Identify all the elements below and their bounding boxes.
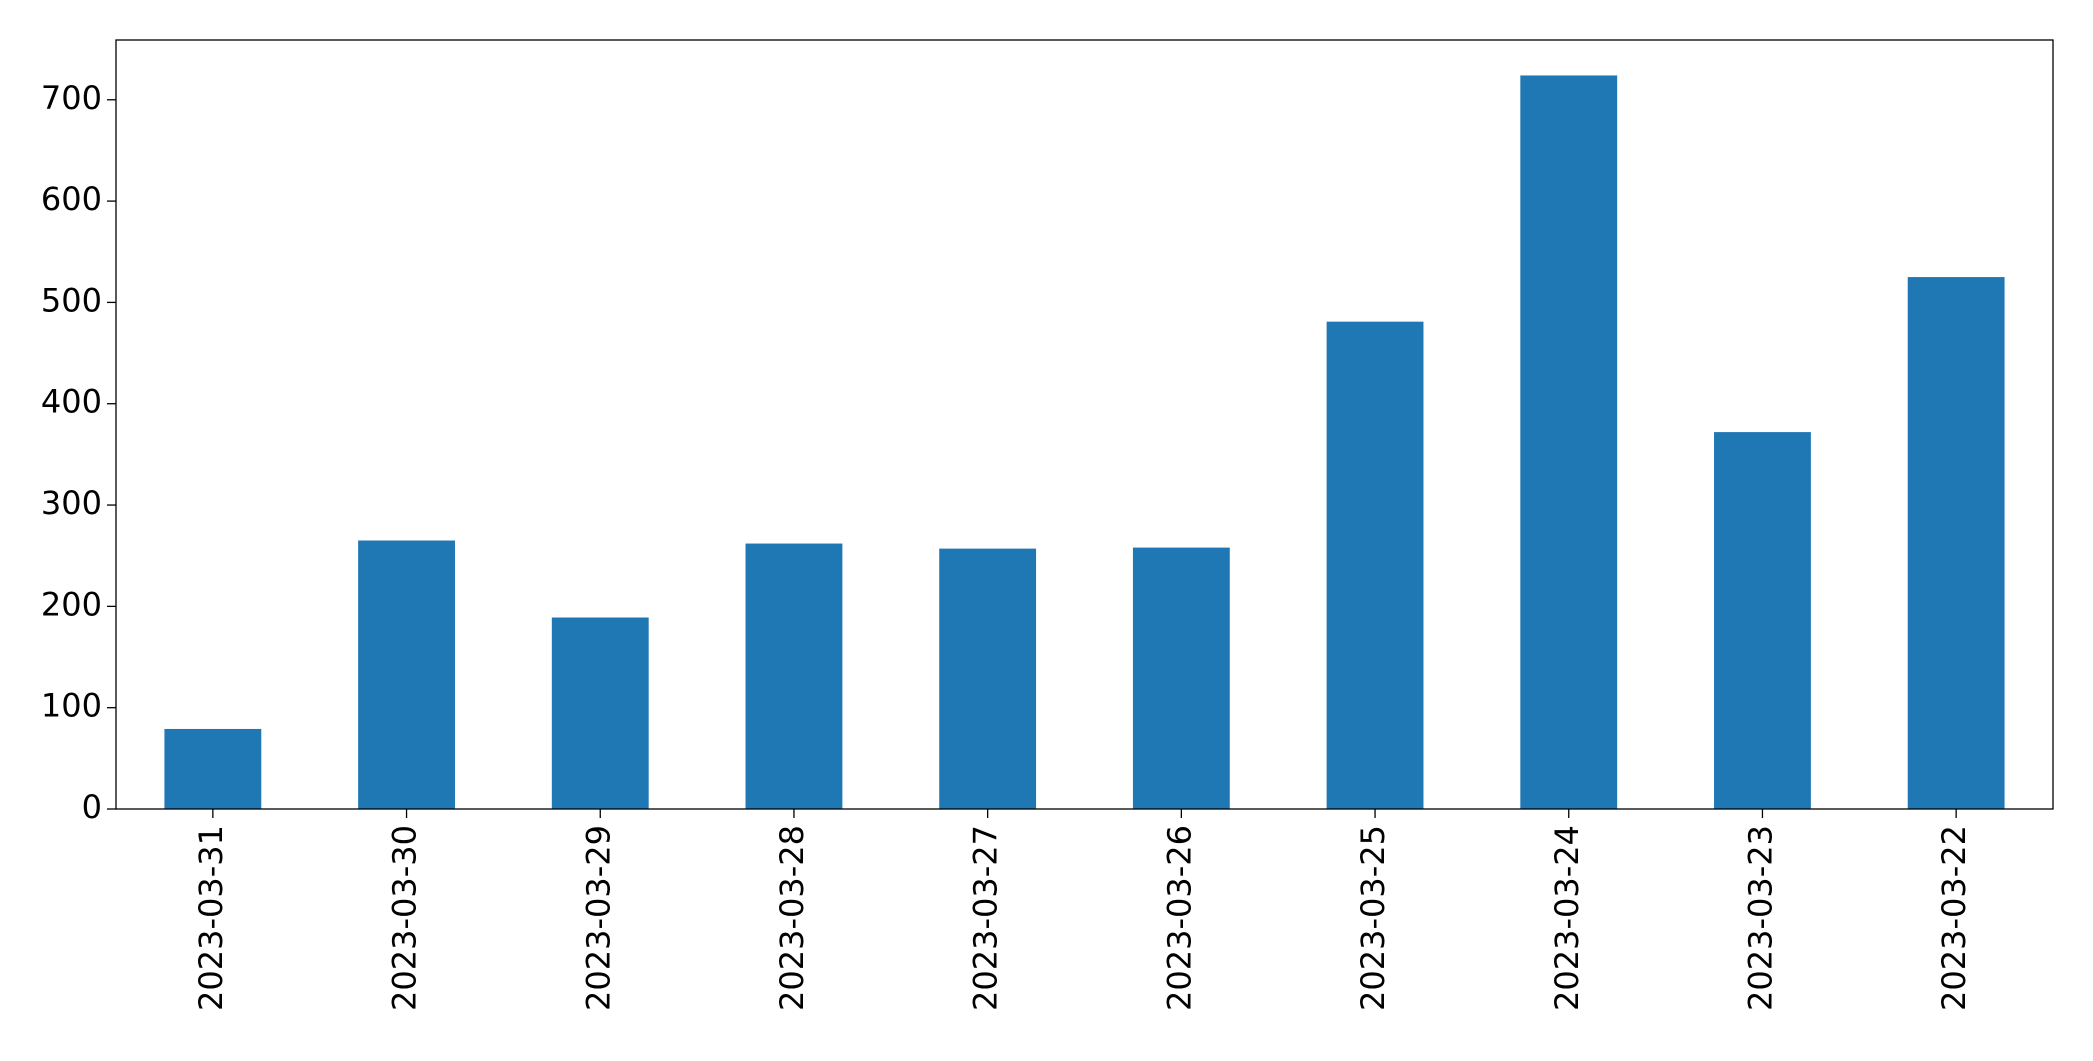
bar (1907, 277, 2005, 809)
y-tick-label: 200 (41, 585, 102, 623)
y-tick-label: 400 (41, 383, 102, 421)
y-tick-label: 100 (41, 687, 102, 725)
bar (745, 543, 843, 809)
bar (1714, 432, 1811, 809)
x-tick-label: 2023-03-31 (192, 825, 230, 1011)
x-tick-label: 2023-03-23 (1741, 825, 1779, 1011)
x-tick-label: 2023-03-25 (1354, 825, 1392, 1011)
y-tick-label: 0 (82, 788, 102, 826)
bar (1326, 321, 1424, 809)
y-tick-label: 600 (41, 180, 102, 218)
x-tick-label: 2023-03-27 (967, 825, 1005, 1011)
bar (1520, 75, 1618, 810)
bar (1132, 547, 1230, 809)
y-tick-label: 700 (41, 79, 102, 117)
x-tick-label: 2023-03-29 (579, 825, 617, 1011)
x-tick-label: 2023-03-30 (386, 825, 424, 1011)
bar (551, 617, 649, 809)
y-tick-label: 500 (41, 281, 102, 319)
x-tick-label: 2023-03-22 (1935, 825, 1973, 1011)
y-tick-label: 300 (41, 484, 102, 522)
bar (164, 728, 262, 809)
plot-frame (115, 39, 2054, 810)
bar (358, 540, 455, 809)
x-tick-label: 2023-03-26 (1160, 825, 1198, 1011)
bar (939, 548, 1037, 809)
x-tick-label: 2023-03-24 (1548, 825, 1586, 1011)
x-tick-label: 2023-03-28 (773, 825, 811, 1011)
